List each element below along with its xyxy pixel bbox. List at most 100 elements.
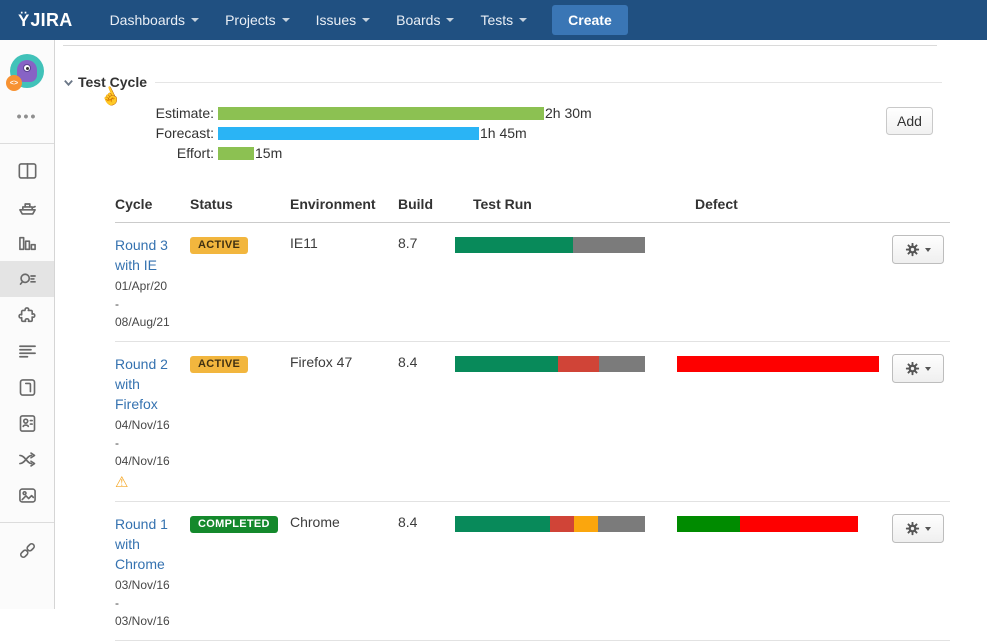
sidebar-item-shuffle[interactable] xyxy=(0,441,54,477)
column-header: Test Run xyxy=(455,196,677,222)
ship-icon xyxy=(17,197,38,218)
sidebar-item-page[interactable] xyxy=(0,369,54,405)
chevron-down-icon xyxy=(925,367,931,371)
menu-label: Issues xyxy=(316,12,356,28)
progress-value: 2h 30m xyxy=(545,105,592,121)
defect-cell xyxy=(677,342,875,501)
column-header: Cycle xyxy=(115,196,190,222)
date-text: 01/Apr/20 xyxy=(115,277,190,295)
test-run-bar[interactable] xyxy=(455,237,645,253)
defect-cell xyxy=(677,223,875,341)
actions-cell xyxy=(875,502,950,640)
puzzle-icon xyxy=(17,305,38,326)
cycle-link[interactable]: Round 2 with Firefox xyxy=(115,354,179,414)
bar-segment xyxy=(558,356,600,372)
cycle-dates: 04/Nov/16-04/Nov/16 xyxy=(115,416,190,470)
actions-cell xyxy=(875,342,950,501)
gear-icon xyxy=(905,521,920,536)
jira-logo[interactable]: Ϋ JIRA xyxy=(18,10,73,31)
environment-value: Firefox 47 xyxy=(290,342,398,501)
sidebar-item-image[interactable] xyxy=(0,477,54,513)
defect-bar[interactable] xyxy=(677,516,858,532)
chevron-down-icon xyxy=(519,18,527,22)
progress-row: Forecast:1h 45m xyxy=(121,123,592,143)
build-value: 8.4 xyxy=(398,342,455,501)
status-badge: COMPLETED xyxy=(190,516,278,533)
build-value: 8.7 xyxy=(398,223,455,341)
test-run-bar[interactable] xyxy=(455,356,645,372)
menu-boards[interactable]: Boards xyxy=(383,0,467,40)
environment-value: IE11 xyxy=(290,223,398,341)
date-text: 03/Nov/16 xyxy=(115,576,190,594)
shuffle-icon xyxy=(17,449,38,470)
progress-bar xyxy=(218,127,479,140)
sidebar-item-puzzle[interactable] xyxy=(0,297,54,333)
bar-segment xyxy=(740,516,858,532)
sidebar-item-ship[interactable] xyxy=(0,189,54,225)
progress-value: 15m xyxy=(255,145,282,161)
sidebar-item-bar-chart[interactable] xyxy=(0,225,54,261)
bar-segment xyxy=(599,356,645,372)
cycle-link[interactable]: Round 1 with Chrome xyxy=(115,514,179,574)
sidebar-item-search-list[interactable] xyxy=(0,261,54,297)
jira-logo-text: JIRA xyxy=(30,10,72,31)
test-run-bar[interactable] xyxy=(455,516,645,532)
image-icon xyxy=(17,485,38,506)
chevron-down-icon xyxy=(282,18,290,22)
user-avatar[interactable]: <> xyxy=(10,54,44,88)
bar-segment xyxy=(598,516,646,532)
page-icon xyxy=(17,377,38,398)
sidebar-item-link[interactable] xyxy=(0,532,54,568)
menu-projects[interactable]: Projects xyxy=(212,0,303,40)
date-text: - xyxy=(115,295,190,313)
row-actions-button[interactable] xyxy=(892,354,944,383)
defect-bar[interactable] xyxy=(677,356,879,372)
progress-value: 1h 45m xyxy=(480,125,527,141)
sidebar-item-contacts[interactable] xyxy=(0,405,54,441)
add-button[interactable]: Add xyxy=(886,107,933,135)
chevron-down-icon xyxy=(362,18,370,22)
menu-dashboards[interactable]: Dashboards xyxy=(97,0,213,40)
cycle-dates: 03/Nov/16-03/Nov/16 xyxy=(115,576,190,630)
create-button[interactable]: Create xyxy=(552,5,628,35)
menu-tests[interactable]: Tests xyxy=(467,0,540,40)
contacts-icon xyxy=(17,413,38,434)
search-list-icon xyxy=(17,269,38,290)
bar-segment xyxy=(573,237,645,253)
warning-icon: ⚠ xyxy=(115,473,190,491)
align-lines-icon xyxy=(17,341,38,362)
menu-label: Dashboards xyxy=(110,12,186,28)
left-sidebar: <> ••• xyxy=(0,40,55,609)
section-rule xyxy=(155,82,942,83)
test-run-cell xyxy=(455,342,677,501)
status-badge: ACTIVE xyxy=(190,356,248,373)
menu-issues[interactable]: Issues xyxy=(303,0,383,40)
column-header-actions xyxy=(875,196,950,222)
cycle-dates: 01/Apr/20-08/Aug/21 xyxy=(115,277,190,331)
column-header: Defect xyxy=(677,196,875,222)
sidebar-item-align-lines[interactable] xyxy=(0,333,54,369)
status-cell: COMPLETED xyxy=(190,502,290,640)
test-cycle-section-toggle[interactable]: Test Cycle xyxy=(63,74,942,90)
bar-segment xyxy=(550,516,574,532)
sidebar-item-more[interactable]: ••• xyxy=(0,98,54,134)
content-top-divider xyxy=(63,45,937,46)
date-text: - xyxy=(115,594,190,612)
bar-segment xyxy=(574,516,598,532)
column-header: Build xyxy=(398,196,455,222)
progress-bar xyxy=(218,147,254,160)
row-actions-button[interactable] xyxy=(892,235,944,264)
defect-cell xyxy=(677,502,875,640)
cycle-link[interactable]: Round 3 with IE xyxy=(115,235,179,275)
row-actions-button[interactable] xyxy=(892,514,944,543)
sidebar-item-board[interactable] xyxy=(0,153,54,189)
